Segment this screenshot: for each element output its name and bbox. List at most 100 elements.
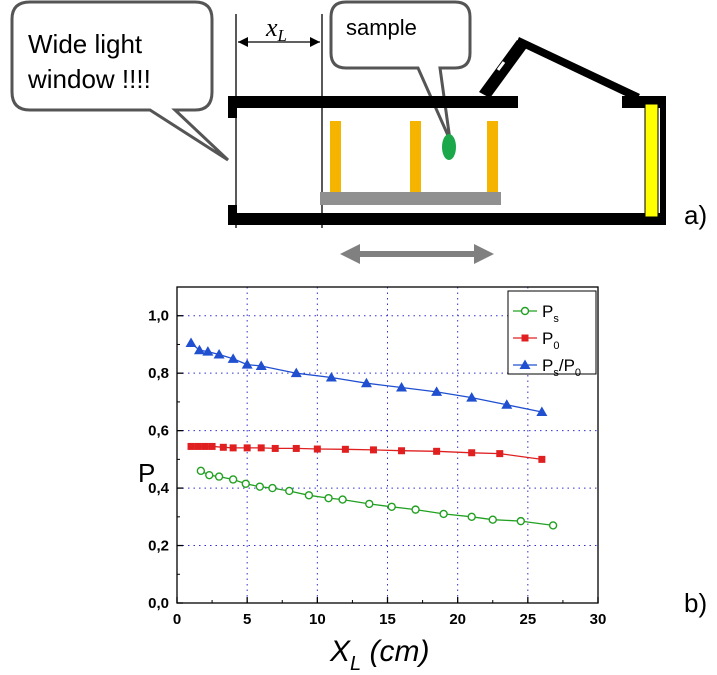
data-point: [187, 442, 195, 450]
data-point: [205, 470, 214, 480]
y-tick-label: 0,8: [148, 365, 169, 382]
right-top-wall: [622, 96, 666, 108]
data-point: [229, 444, 237, 452]
data-point: [241, 359, 253, 369]
data-point: [285, 486, 294, 496]
chart-axes: [176, 286, 599, 604]
lid-hinge-segment: [479, 40, 528, 98]
data-point: [304, 491, 314, 500]
data-point: [466, 392, 478, 402]
series-1: [196, 466, 558, 530]
chart-grid: [177, 287, 598, 603]
legend-marker: [520, 306, 530, 316]
legend-label: Ps/P0: [542, 356, 581, 379]
movement-arrow-left-head: [340, 244, 360, 264]
data-point: [398, 447, 406, 455]
legend-marker: [519, 359, 531, 369]
y-tick-label: 0,0: [148, 595, 169, 612]
data-point: [360, 377, 372, 388]
y-tick-label: 0,2: [148, 538, 169, 555]
legend-box: [507, 290, 597, 375]
data-point: [227, 353, 239, 363]
data-point: [496, 450, 504, 458]
legend-label: Ps: [542, 302, 559, 325]
data-point: [185, 337, 197, 348]
data-point: [292, 444, 300, 452]
series-line: [200, 470, 554, 527]
data-point: [201, 442, 209, 450]
data-point: [325, 371, 337, 382]
data-point: [439, 509, 448, 519]
data-point: [208, 442, 216, 450]
left-top-lip: [228, 96, 237, 118]
data-point: [341, 445, 349, 453]
callout-sample-text: sample: [346, 15, 417, 40]
x-tick-label: 0: [173, 611, 181, 628]
callout-bubble-window: [10, 0, 230, 162]
data-point: [488, 515, 497, 524]
data-point: [516, 516, 526, 526]
chart-panel: 0 5 10 15 20 25 30 0,0 0,2 0,4 0,6 0,8 1,0 Ps P0 Ps/P0…: [138, 286, 707, 675]
x-tick-label: 30: [590, 611, 607, 628]
data-point: [536, 406, 548, 416]
data-point: [196, 466, 206, 476]
data-point: [468, 449, 476, 457]
y-tick-label: 0,4: [148, 480, 170, 497]
movement-arrow-right-head: [474, 244, 494, 264]
x-tick-label: 20: [449, 611, 466, 628]
series-2: [187, 442, 546, 463]
data-point: [255, 360, 267, 370]
x-axis-title: XL (cm): [329, 635, 429, 675]
support-post-2: [410, 121, 421, 192]
lid-plate: [516, 37, 640, 101]
data-point: [257, 444, 265, 452]
xl-arrow-right: [310, 37, 320, 47]
left-bottom-lip: [228, 205, 237, 225]
legend-label: P0: [542, 329, 559, 352]
chamber-bottom-wall: [228, 213, 666, 225]
panel-a-label: a): [684, 200, 707, 230]
legend-entry-1: Ps: [513, 302, 559, 325]
xl-arrow-left: [238, 37, 248, 47]
data-point: [501, 399, 513, 409]
data-point: [548, 521, 558, 530]
chart-series: [185, 337, 558, 530]
data-point: [214, 472, 224, 481]
series-line: [191, 445, 542, 461]
lid-gap: [496, 61, 506, 71]
data-point: [313, 445, 321, 453]
data-point: [538, 455, 546, 463]
data-point: [241, 479, 250, 488]
chart-tick-labels: 0 5 10 15 20 25 30 0,0 0,2 0,4 0,6 0,8 1,0: [148, 308, 606, 628]
setup-diagram: Wide light window !!!! xL sample: [10, 0, 707, 264]
x-tick-label: 5: [243, 611, 251, 628]
data-point: [324, 493, 333, 503]
data-point: [365, 499, 374, 509]
data-point: [243, 444, 251, 452]
data-point: [433, 447, 441, 455]
series-3: [185, 337, 548, 416]
support-post-1: [330, 121, 341, 192]
y-axis-title: P: [138, 458, 155, 488]
sample-base-plate: [320, 192, 501, 205]
end-window-yellow: [644, 103, 659, 218]
data-point: [219, 443, 227, 451]
data-point: [193, 344, 205, 355]
data-point: [290, 367, 302, 378]
data-point: [411, 505, 420, 514]
callout-window-line1: Wide light: [28, 29, 143, 59]
chamber-top-wall: [228, 96, 518, 108]
data-point: [202, 346, 214, 356]
x-tick-label: 15: [379, 611, 396, 628]
data-point: [268, 483, 277, 493]
data-point: [396, 382, 408, 392]
data-point: [213, 349, 225, 359]
support-post-3: [487, 121, 498, 192]
series-line: [190, 342, 543, 413]
data-point: [369, 446, 377, 454]
x-tick-label: 10: [309, 611, 326, 628]
data-point: [338, 495, 347, 504]
right-end-wall: [660, 96, 666, 225]
x-tick-label: 25: [519, 611, 536, 628]
